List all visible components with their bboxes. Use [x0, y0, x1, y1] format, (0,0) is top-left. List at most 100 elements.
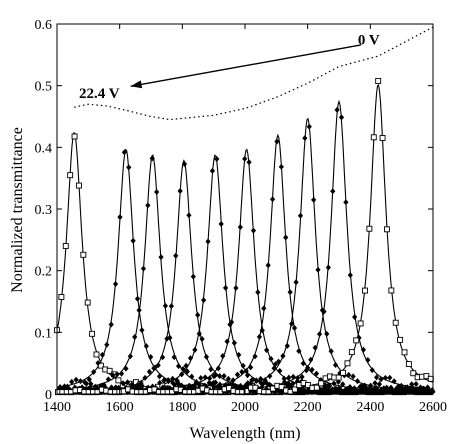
- marker-peak-5: [231, 340, 237, 347]
- marker-peak-7: [212, 379, 219, 386]
- marker-peak-9: [264, 380, 270, 387]
- marker-peak-10: [392, 319, 399, 326]
- marker-peak-7: [261, 305, 267, 312]
- axes-layer: 1400 1600 1800 2000 2200 2400 2600 0 0.1 0.2 0.3 0.…: [35, 18, 448, 415]
- marker-peak-5: [240, 362, 246, 369]
- marker-peak-7: [309, 366, 315, 373]
- marker-peak-6: [255, 289, 261, 296]
- marker-peak-8: [311, 196, 317, 203]
- y-tick-label-0.2: 0.2: [35, 265, 53, 280]
- marker-peak-5: [201, 297, 207, 304]
- x-tick-label-2200: 2200: [294, 400, 322, 415]
- marker-peak-10: [375, 78, 382, 84]
- marker-peak-5: [165, 378, 172, 385]
- marker-peak-2: [148, 353, 154, 360]
- marker-peak-6: [250, 227, 257, 234]
- marker-peak-4: [190, 273, 196, 280]
- marker-peak-5: [258, 375, 264, 382]
- marker-peak-2: [108, 321, 114, 328]
- marker-peak-3: [114, 371, 120, 378]
- marker-peak-8: [319, 307, 325, 314]
- marker-peak-9: [281, 379, 288, 386]
- marker-peak-2: [126, 164, 132, 171]
- marker-peak-9: [413, 380, 419, 387]
- marker-peak-8: [363, 384, 369, 391]
- marker-peak-9: [365, 357, 371, 364]
- marker-peak-9: [409, 381, 415, 388]
- marker-peak-3: [140, 265, 147, 272]
- marker-peak-1: [62, 243, 69, 249]
- marker-peak-1: [89, 330, 96, 337]
- marker-peak-8: [315, 266, 321, 273]
- marker-peak-4: [164, 335, 170, 342]
- marker-peak-7: [265, 262, 271, 269]
- marker-peak-3: [263, 385, 269, 392]
- marker-peak-9: [360, 346, 367, 353]
- marker-peak-5: [218, 220, 224, 227]
- marker-peak-1: [71, 133, 78, 140]
- marker-peak-10: [278, 384, 285, 390]
- marker-peak-6: [171, 381, 178, 388]
- marker-peak-4: [177, 187, 183, 194]
- marker-peak-7: [331, 380, 337, 387]
- marker-peak-9: [422, 388, 428, 395]
- marker-peak-8: [407, 388, 413, 395]
- marker-peak-2: [99, 351, 106, 358]
- marker-peak-6: [285, 380, 292, 387]
- marker-peak-9: [211, 384, 217, 391]
- marker-peak-9: [347, 272, 353, 279]
- marker-peak-4: [217, 372, 223, 379]
- marker-peak-7: [287, 289, 293, 296]
- marker-peak-9: [312, 344, 318, 351]
- marker-peak-8: [262, 378, 268, 385]
- marker-peak-9: [334, 106, 340, 113]
- marker-peak-8: [306, 123, 312, 130]
- marker-peak-6: [264, 347, 270, 354]
- marker-peak-9: [299, 373, 305, 380]
- marker-peak-6: [290, 380, 296, 387]
- marker-peak-3: [175, 363, 182, 370]
- marker-peak-9: [290, 373, 296, 380]
- marker-peak-5: [301, 388, 308, 395]
- marker-peak-6: [202, 374, 208, 381]
- marker-peak-7: [300, 360, 306, 367]
- annotation-2: 22.4 V: [79, 86, 120, 102]
- marker-peak-7: [327, 382, 333, 389]
- marker-peak-4: [195, 312, 201, 319]
- marker-peak-4: [120, 380, 126, 387]
- marker-peak-7: [243, 368, 249, 375]
- marker-peak-10: [291, 386, 298, 393]
- marker-peak-3: [189, 373, 195, 380]
- marker-peak-6: [228, 319, 235, 326]
- marker-peak-7: [239, 368, 245, 375]
- marker-peak-1: [93, 351, 100, 358]
- marker-peak-8: [425, 384, 431, 391]
- marker-peak-6: [281, 375, 287, 382]
- marker-peak-8: [253, 377, 260, 384]
- marker-peak-4: [322, 385, 328, 392]
- marker-peak-8: [389, 388, 396, 395]
- marker-peak-1: [84, 299, 91, 306]
- curve-7: [57, 133, 434, 394]
- marker-peak-3: [123, 365, 129, 372]
- marker-peak-10: [357, 320, 364, 327]
- marker-peak-5: [196, 330, 202, 337]
- marker-peak-8: [267, 373, 273, 380]
- marker-peak-5: [192, 346, 198, 353]
- marker-peak-10: [379, 134, 386, 141]
- marker-peak-6: [233, 284, 239, 291]
- marker-peak-2: [121, 149, 127, 156]
- y-tick-label-0.3: 0.3: [35, 203, 53, 218]
- marker-peak-9: [308, 356, 314, 363]
- marker-peak-8: [284, 342, 290, 349]
- marker-peak-6: [206, 375, 213, 382]
- marker-peak-5: [209, 167, 216, 174]
- marker-peak-4: [225, 375, 231, 382]
- marker-peak-7: [348, 388, 355, 395]
- marker-peak-6: [224, 338, 230, 345]
- marker-peak-10: [169, 389, 175, 396]
- marker-peak-10: [344, 360, 351, 367]
- x-axis-label: Wavelength (nm): [189, 425, 300, 442]
- marker-peak-6: [259, 327, 265, 334]
- marker-peak-10: [362, 287, 368, 294]
